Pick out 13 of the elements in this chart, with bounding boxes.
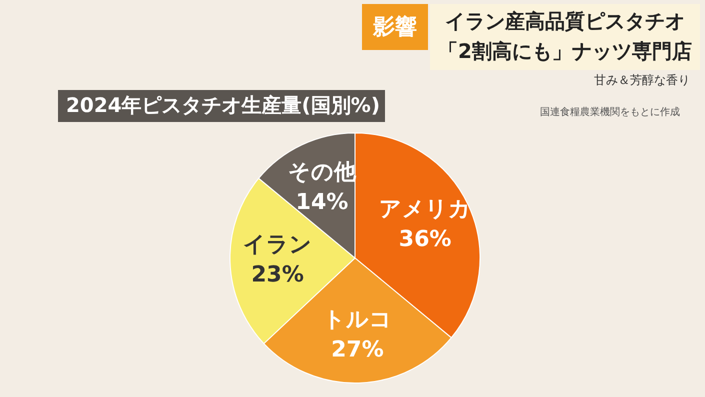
data-label: 27% bbox=[331, 337, 384, 362]
text: イラン産高品質ピスタチオ bbox=[445, 9, 685, 33]
text: 「2割高にも」ナッツ専門店 bbox=[438, 39, 692, 63]
data-label: 36% bbox=[398, 227, 452, 252]
slice-label: トルコ bbox=[322, 307, 392, 332]
data-label: 14% bbox=[296, 190, 348, 215]
slice-label: アメリカ bbox=[379, 197, 472, 222]
text: 国連食糧農業機関をもとに作成 bbox=[540, 106, 680, 118]
slice-label: イラン bbox=[243, 232, 312, 258]
text: 影響 bbox=[372, 14, 417, 40]
chart-title: 2024年ピスタチオ生産量(国別%) bbox=[66, 93, 380, 117]
data-label: 23% bbox=[251, 262, 304, 288]
text: 甘み＆芳醇な香り bbox=[594, 73, 690, 87]
